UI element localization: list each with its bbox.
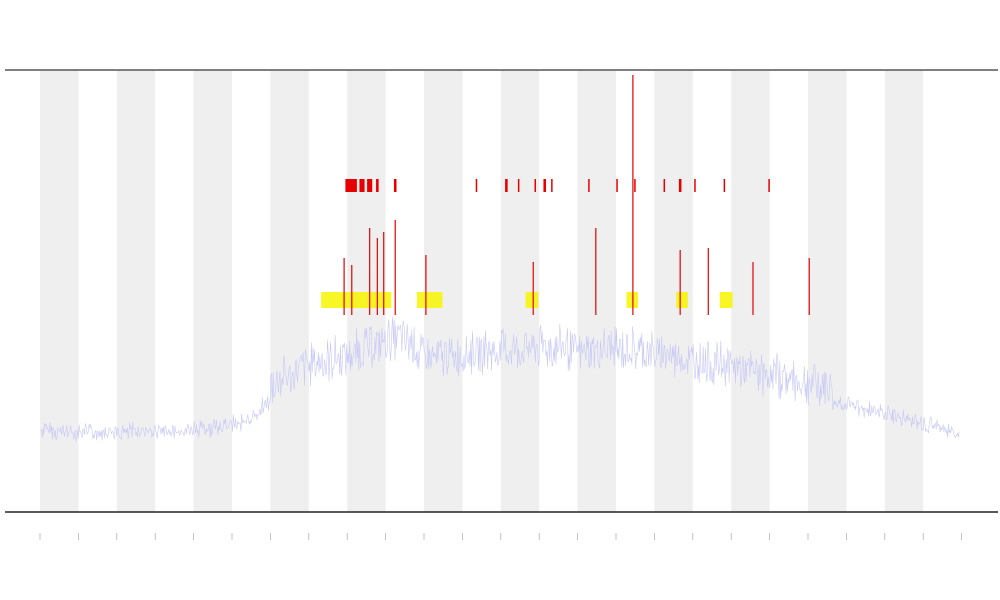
- grid-band: [40, 70, 79, 512]
- red-bar: [376, 179, 379, 192]
- red-bar: [678, 179, 682, 192]
- grid-band: [347, 70, 386, 512]
- red-bar: [694, 179, 696, 192]
- red-bar: [475, 179, 478, 192]
- red-bar: [393, 179, 397, 192]
- series-line-blue: [39, 316, 960, 442]
- red-bar: [359, 179, 365, 192]
- red-bar: [517, 179, 520, 192]
- grid-band: [731, 70, 770, 512]
- yellow-segment: [525, 292, 539, 308]
- grid-band: [577, 70, 616, 512]
- yellow-segment: [626, 292, 638, 308]
- red-bar: [634, 179, 636, 192]
- red-bar: [551, 179, 553, 192]
- red-bar: [616, 179, 618, 192]
- grid-band: [193, 70, 232, 512]
- red-bar: [543, 179, 546, 192]
- grid-band: [116, 70, 156, 512]
- red-bar: [534, 179, 536, 192]
- yellow-segment: [321, 292, 392, 308]
- red-bar: [768, 179, 770, 192]
- red-bar: [367, 179, 373, 192]
- red-bar: [663, 179, 666, 192]
- grid-band: [654, 70, 693, 512]
- red-bar: [345, 179, 357, 192]
- yellow-segment: [676, 292, 688, 308]
- grid-band: [424, 70, 463, 512]
- red-bar: [723, 179, 726, 192]
- yellow-segment: [719, 292, 733, 308]
- grid-band: [270, 70, 309, 512]
- yellow-segment: [416, 292, 443, 308]
- grid-band: [808, 70, 847, 512]
- red-bar: [505, 179, 508, 192]
- red-bar: [588, 179, 590, 192]
- grid-band: [884, 70, 924, 512]
